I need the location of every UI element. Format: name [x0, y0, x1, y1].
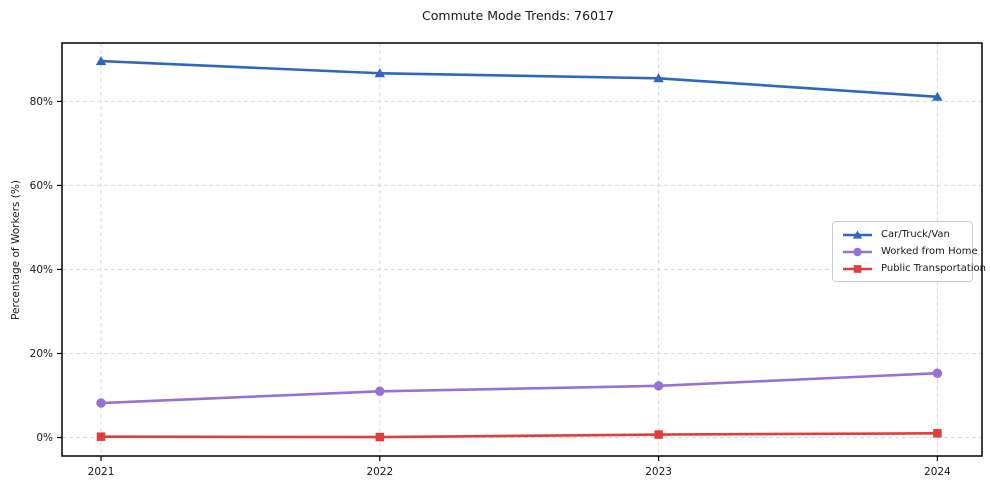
y-tick-label: 40% — [30, 264, 53, 276]
marker-circle — [932, 368, 943, 378]
marker-square — [933, 429, 942, 438]
legend-label: Car/Truck/Van — [881, 229, 950, 240]
x-tick-label: 2022 — [366, 466, 393, 478]
marker-triangle — [932, 91, 943, 101]
legend-marker-triangle-icon — [843, 230, 872, 239]
x-tick-label: 2023 — [645, 466, 672, 478]
marker-square — [853, 264, 862, 273]
marker-circle — [96, 398, 106, 408]
marker-triangle — [653, 73, 664, 83]
marker-circle — [375, 386, 385, 397]
legend-item-car-truck-van: Car/Truck/Van — [841, 228, 964, 241]
marker-circle — [653, 381, 664, 391]
marker-square — [96, 432, 106, 441]
plot-border — [61, 42, 983, 457]
y-tick-label: 80% — [30, 96, 53, 108]
legend-marker-circle-icon — [843, 247, 872, 256]
series-line-car-truck-van — [100, 59, 938, 99]
marker-square — [375, 432, 385, 442]
y-tick-label: 20% — [30, 348, 53, 360]
legend-item-worked-from-home: Worked from Home — [841, 245, 978, 258]
series-line-worked-from-home — [100, 371, 938, 405]
legend-label: Public Transportation — [881, 263, 986, 274]
marker-circle — [853, 247, 862, 256]
legend: Car/Truck/Van Worked from Home Public Tr… — [832, 221, 986, 282]
marker-square — [654, 430, 663, 439]
x-tick-label: 2024 — [924, 466, 951, 478]
marker-triangle — [95, 56, 107, 66]
marker-triangle — [374, 68, 386, 78]
marker-triangle — [852, 230, 863, 239]
legend-marker-square-icon — [843, 264, 872, 273]
legend-label: Worked from Home — [881, 246, 978, 257]
y-tick-label: 60% — [30, 180, 53, 192]
series-line-public-transportation — [101, 432, 938, 439]
chart-title: Commute Mode Trends: 76017 — [422, 8, 614, 23]
x-tick-label: 2021 — [88, 466, 115, 478]
y-tick-label: 0% — [36, 432, 53, 444]
legend-item-public-transportation: Public Transportation — [841, 262, 986, 275]
